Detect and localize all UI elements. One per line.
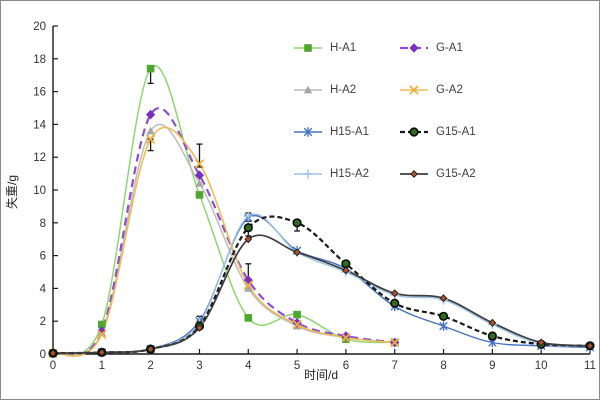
legend-item-h15-a2: H15-A2 (293, 167, 369, 181)
series-line-g-a2 (52, 126, 395, 357)
series-markers-g15-a2 (49, 235, 594, 358)
legend-marker-plus-icon (294, 169, 322, 179)
x-tick-label: 8 (440, 360, 446, 372)
y-tick-label: 14 (33, 119, 46, 131)
x-axis-title: 时间/d (304, 368, 338, 382)
y-tick-label: 6 (40, 251, 46, 263)
legend-marker-diamond-icon (400, 43, 428, 53)
y-tick-label: 8 (40, 218, 46, 230)
legend-label: H15-A1 (330, 126, 369, 138)
series-markers-h15-a1 (48, 212, 595, 359)
y-tick-label: 20 (33, 21, 46, 33)
legend-item-g-a1: G-A1 (399, 41, 476, 55)
x-tick-label: 2 (147, 360, 153, 372)
x-tick-label: 7 (392, 360, 398, 372)
legend-item-h-a1: H-A1 (293, 41, 369, 55)
legend-item-g15-a1: G15-A1 (399, 125, 476, 139)
legend-label: G-A1 (436, 42, 463, 54)
legend-item-h-a2: H-A2 (293, 83, 369, 97)
legend-marker-triangle-icon (294, 85, 322, 94)
legend-marker-circle-icon (400, 127, 428, 137)
series-line-h15-a2 (52, 213, 591, 354)
legend-item-h15-a1: H15-A1 (293, 125, 369, 139)
legend-label: G-A2 (436, 84, 463, 96)
x-tick-label: 10 (535, 360, 548, 372)
legend-item-g-a2: G-A2 (399, 83, 476, 97)
y-axis-title: 失重/g (4, 175, 19, 209)
x-tick-label: 1 (99, 360, 105, 372)
x-tick-label: 4 (245, 360, 252, 372)
x-tick-label: 9 (489, 360, 495, 372)
series-markers-h15-a2 (48, 211, 595, 358)
legend-marker-sdiamond-icon (400, 169, 428, 179)
y-tick-label: 4 (40, 283, 47, 295)
y-tick-label: 16 (33, 87, 46, 99)
y-tick-label: 18 (33, 54, 46, 66)
legend-marker-asterisk-icon (294, 127, 322, 137)
legend-label: H-A2 (330, 84, 357, 96)
legend-item-g15-a2: G15-A2 (399, 167, 476, 181)
legend-marker-square-icon (294, 44, 322, 52)
legend-marker-xstar-icon (400, 85, 428, 95)
y-tick-label: 12 (33, 152, 46, 164)
legend-label: G15-A1 (436, 126, 476, 138)
x-tick-label: 5 (294, 360, 300, 372)
chart-legend: H-A1 H-A2 H15-A1 H15-A2 G-A1 G-A2 G15-A1 G15-A2 (293, 41, 476, 181)
series-markers-g-a2 (48, 134, 400, 358)
series-line-g15-a2 (52, 234, 591, 355)
y-tick-label: 10 (33, 185, 46, 197)
y-tick-label: 2 (40, 316, 46, 328)
x-tick-label: 6 (343, 360, 349, 372)
x-tick-label: 0 (50, 360, 56, 372)
y-tick-label: 0 (40, 349, 46, 361)
x-tick-label: 11 (584, 360, 596, 372)
legend-label: H15-A2 (330, 168, 369, 180)
legend-label: G15-A2 (436, 168, 476, 180)
x-tick-label: 3 (196, 360, 202, 372)
legend-label: H-A1 (330, 42, 357, 54)
series-markers (48, 64, 595, 359)
